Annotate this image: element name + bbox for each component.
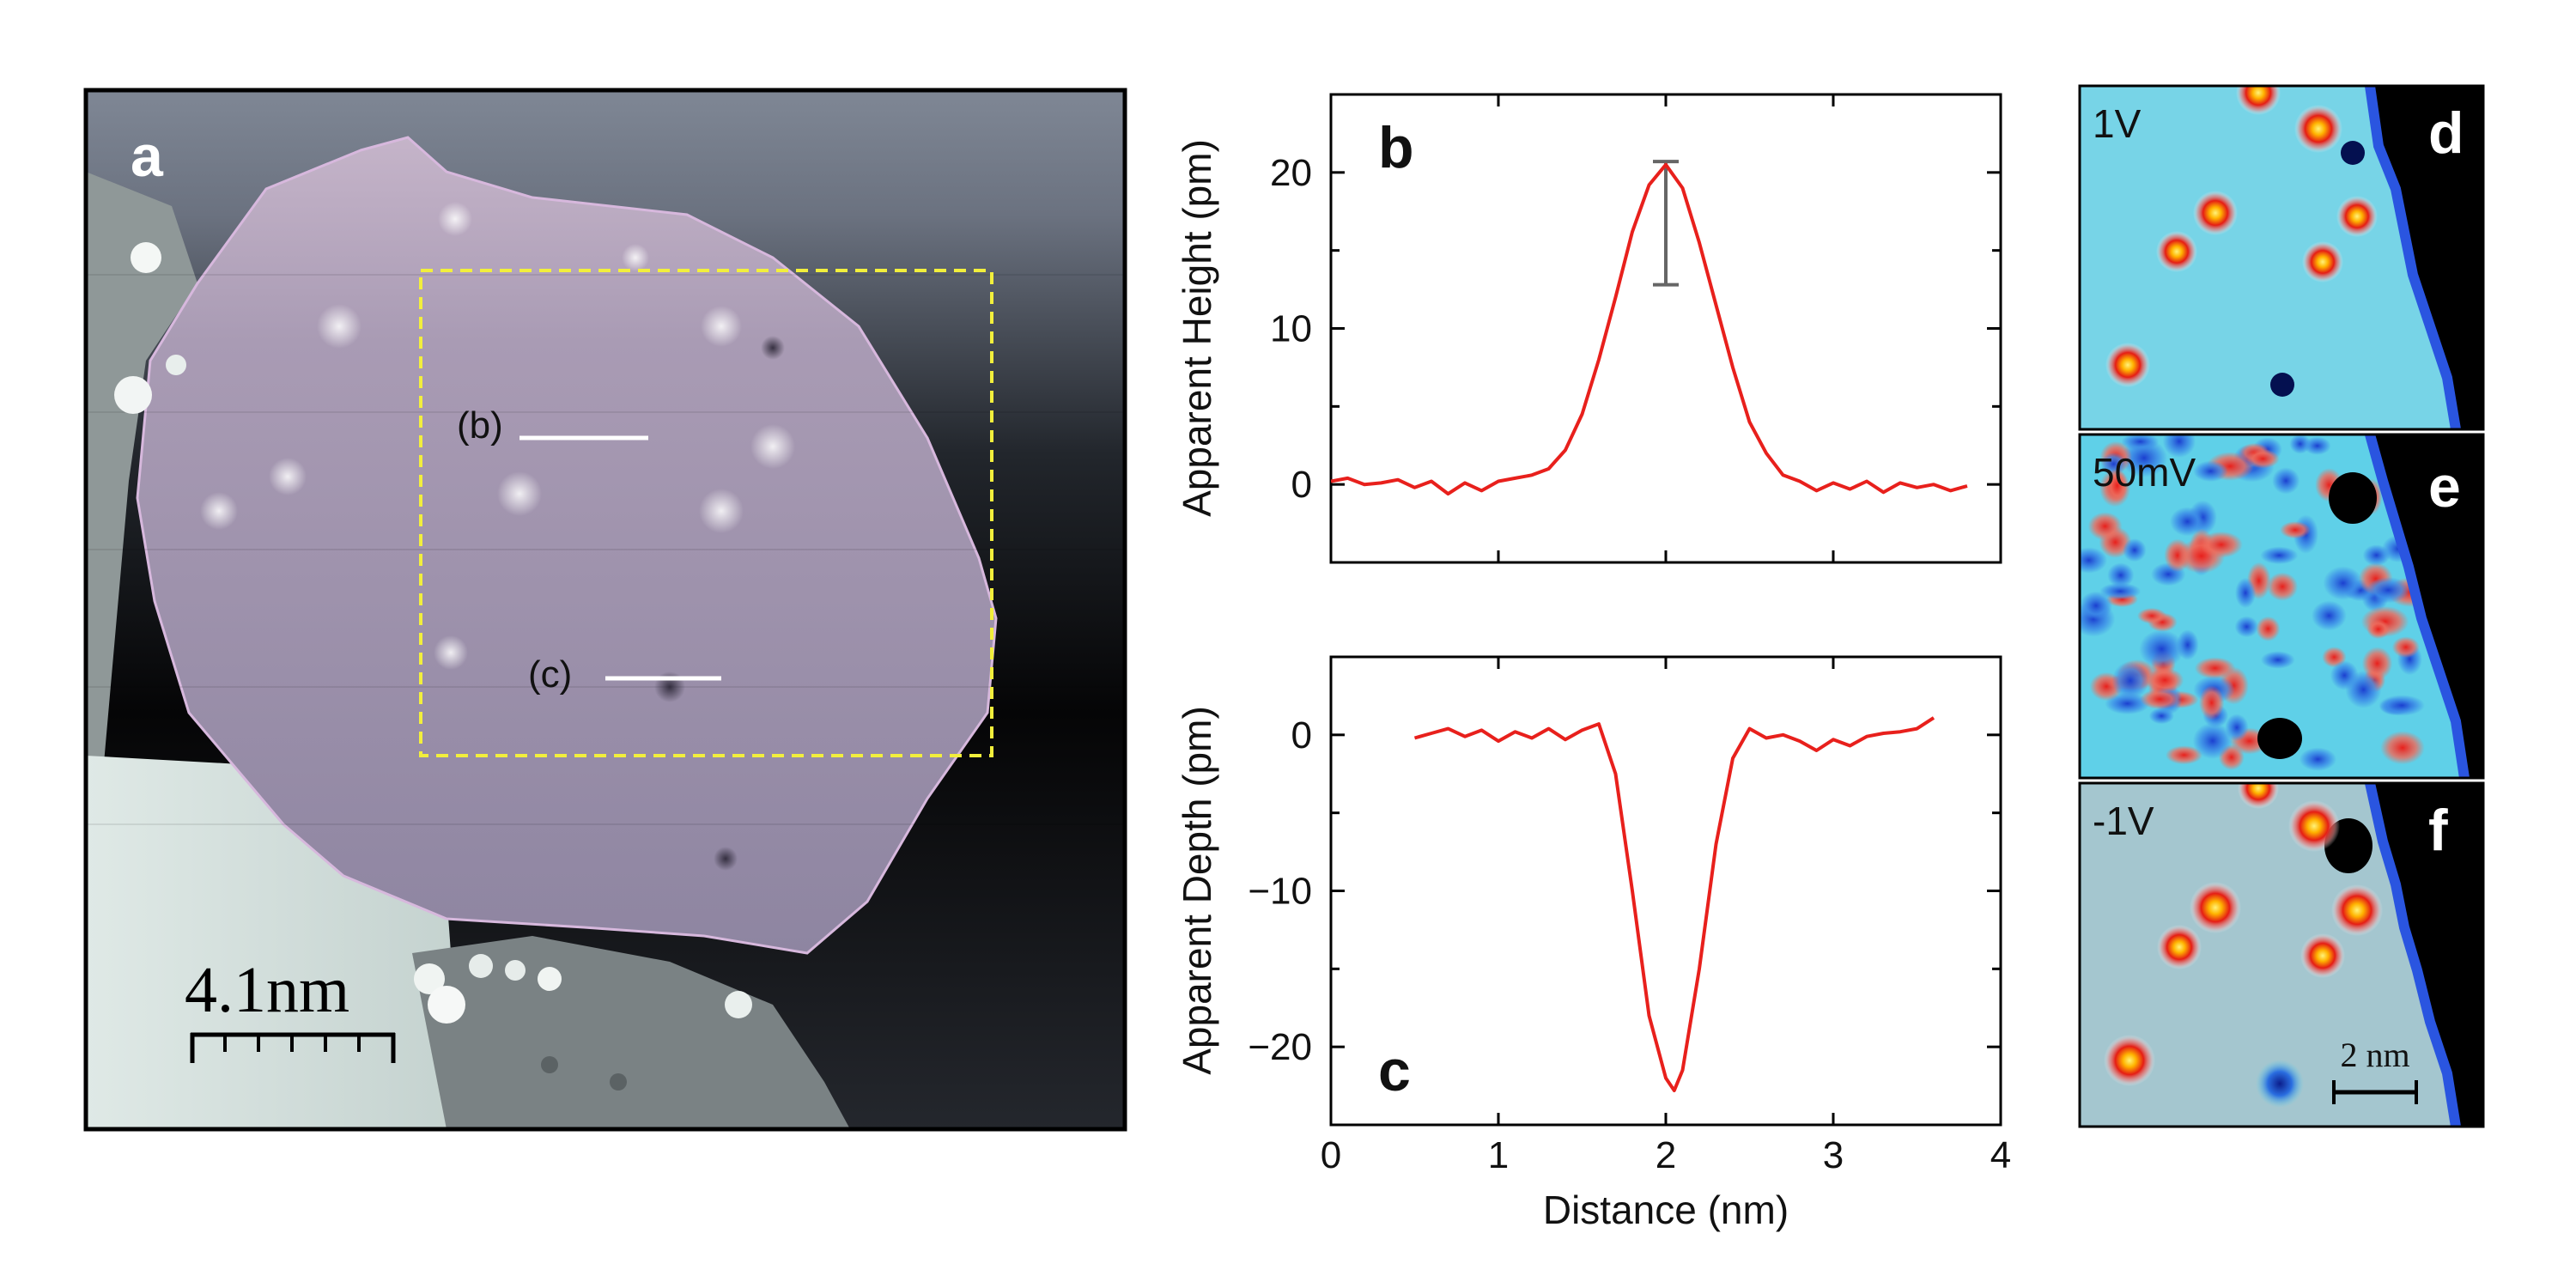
- x-tick-label: 0: [1321, 1134, 1341, 1176]
- y-tick-label: 20: [1270, 152, 1312, 194]
- ytick-labels-c: 0 −10 −20: [1248, 714, 1312, 1068]
- svg-text:4.1nm: 4.1nm: [185, 954, 349, 1026]
- x-tick-label: 3: [1823, 1134, 1844, 1176]
- voltage-label-e: 50mV: [2093, 450, 2196, 495]
- svg-text:2 nm: 2 nm: [2340, 1036, 2409, 1074]
- y-tick-label: −20: [1248, 1026, 1312, 1068]
- plot-frame-c: [1329, 655, 2002, 1127]
- y-tick-label: −10: [1248, 871, 1312, 913]
- panel-letter-e: e: [2428, 454, 2461, 519]
- scale-bar-f: 2 nm: [2332, 1036, 2418, 1104]
- ylabel-b: Apparent Height (pm): [1175, 139, 1219, 517]
- panel-e: 50mV e: [2078, 433, 2485, 780]
- xtick-labels-c: 0 1 2 3 4: [1321, 1134, 2011, 1176]
- y-tick-label: 0: [1291, 714, 1312, 756]
- series-line-b: [1331, 162, 1968, 496]
- x-tick-label: 2: [1656, 1134, 1676, 1176]
- panel-letter-d: d: [2428, 100, 2464, 166]
- label-b: (b): [457, 404, 503, 447]
- error-bar-b: [1653, 160, 1679, 287]
- selection-box: [419, 269, 993, 757]
- ticks-c: [1329, 657, 2002, 1125]
- ylabel-c: Apparent Depth (pm): [1175, 706, 1219, 1075]
- ticks-b: [1329, 94, 2002, 562]
- x-tick-label: 1: [1488, 1134, 1509, 1176]
- scale-bar-a: 4.1nm: [185, 954, 396, 1063]
- panel-f: -1V f 2 nm: [2078, 781, 2485, 1128]
- x-tick-label: 4: [1990, 1134, 2011, 1176]
- voltage-label-d: 1V: [2093, 101, 2142, 146]
- y-tick-label: 10: [1270, 308, 1312, 350]
- panel-c: 0 −10 −20 0 1 2 3 4 Apparent Depth (pm) Distan…: [1175, 655, 2011, 1232]
- panel-letter-a: a: [131, 124, 164, 189]
- series-line-c: [1413, 716, 1935, 1092]
- panel-letter-f: f: [2428, 798, 2448, 863]
- panel-letter-b: b: [1378, 115, 1414, 180]
- xlabel-c: Distance (nm): [1543, 1188, 1789, 1232]
- y-tick-label: 0: [1291, 464, 1312, 506]
- label-c: (c): [528, 653, 572, 696]
- ytick-labels-b: 0 10 20: [1270, 152, 1312, 506]
- voltage-label-f: -1V: [2093, 799, 2154, 843]
- panel-b: 0 10 20 Apparent Height (pm) b: [1175, 93, 2002, 564]
- panel-d: 1V d: [2078, 84, 2485, 431]
- panel-a: (b) (c) a 4.1nm: [83, 88, 1127, 1132]
- panel-letter-c: c: [1378, 1038, 1411, 1103]
